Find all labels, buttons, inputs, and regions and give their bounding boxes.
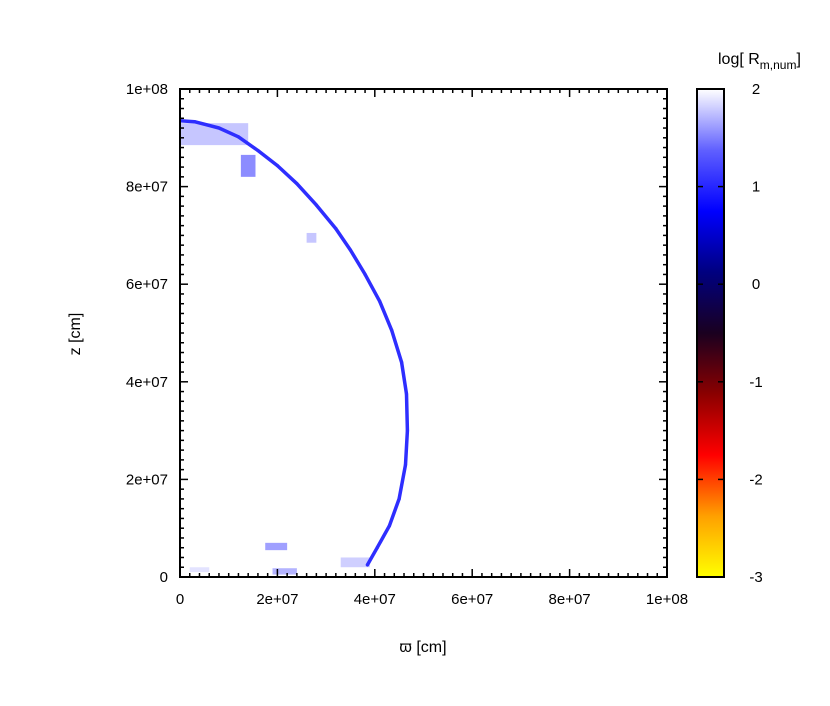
faint-patch bbox=[180, 123, 249, 146]
front-point bbox=[375, 546, 379, 550]
colorbar-tick-label: 0 bbox=[752, 276, 760, 293]
faint-patch bbox=[272, 568, 297, 575]
x-axis-label: ϖ [cm] bbox=[399, 639, 446, 656]
colorbar-tick-label: -3 bbox=[749, 569, 762, 586]
front-point bbox=[314, 203, 318, 207]
y-tick-label: 0 bbox=[160, 569, 168, 586]
faint-patch bbox=[240, 154, 256, 177]
front-point bbox=[397, 497, 401, 501]
front-point bbox=[334, 226, 338, 231]
front-point bbox=[363, 272, 367, 277]
front-point bbox=[404, 392, 409, 396]
colorbar-tick-label: 2 bbox=[752, 81, 760, 98]
y-tick-label: 8e+07 bbox=[126, 179, 168, 196]
y-tick-label: 6e+07 bbox=[126, 276, 168, 293]
x-tick-label: 4e+07 bbox=[354, 591, 396, 608]
front-point bbox=[365, 563, 370, 567]
front-point bbox=[295, 182, 299, 186]
front-curve bbox=[180, 118, 410, 567]
front-point bbox=[193, 120, 197, 124]
colorbar-tick-labels: 2 1 0 -1 -2 -3 bbox=[749, 81, 762, 586]
colorbar-title: log[ Rm,num] bbox=[718, 51, 801, 72]
front-point bbox=[217, 126, 221, 130]
faint-patch bbox=[265, 542, 288, 551]
front-point bbox=[275, 164, 279, 168]
y-tick-label: 4e+07 bbox=[126, 374, 168, 391]
colorbar-tick-label: -1 bbox=[749, 374, 762, 391]
colorbar-tick-label: -2 bbox=[749, 471, 762, 488]
front-point bbox=[390, 328, 394, 333]
faint-patch bbox=[340, 557, 370, 568]
x-tick-label: 2e+07 bbox=[256, 591, 298, 608]
colorbar-ticks bbox=[697, 88, 724, 578]
x-tick-label: 8e+07 bbox=[549, 591, 591, 608]
front-point bbox=[378, 299, 382, 303]
front-point bbox=[236, 135, 241, 139]
x-tick-labels: 0 2e+07 4e+07 6e+07 8e+07 1e+08 bbox=[176, 591, 688, 608]
plot-area bbox=[180, 118, 410, 575]
colorbar-tick-label: 1 bbox=[752, 179, 760, 196]
y-tick-labels: 0 2e+07 4e+07 6e+07 8e+07 1e+08 bbox=[126, 81, 168, 586]
y-tick-label: 1e+08 bbox=[126, 81, 168, 98]
y-tick-label: 2e+07 bbox=[126, 471, 168, 488]
front-point bbox=[403, 463, 408, 467]
colorbar bbox=[696, 88, 725, 578]
front-point bbox=[405, 429, 410, 433]
x-tick-label: 0 bbox=[176, 591, 184, 608]
faint-patch bbox=[306, 232, 317, 243]
y-axis-label: z [cm] bbox=[67, 313, 84, 356]
axis-ticks bbox=[179, 88, 668, 578]
x-tick-label: 6e+07 bbox=[451, 591, 493, 608]
x-tick-label: 1e+08 bbox=[646, 591, 688, 608]
front-point bbox=[387, 524, 392, 528]
front-point bbox=[399, 360, 404, 364]
faint-patch bbox=[189, 567, 210, 573]
front-point bbox=[348, 248, 353, 252]
front-point bbox=[256, 148, 260, 153]
